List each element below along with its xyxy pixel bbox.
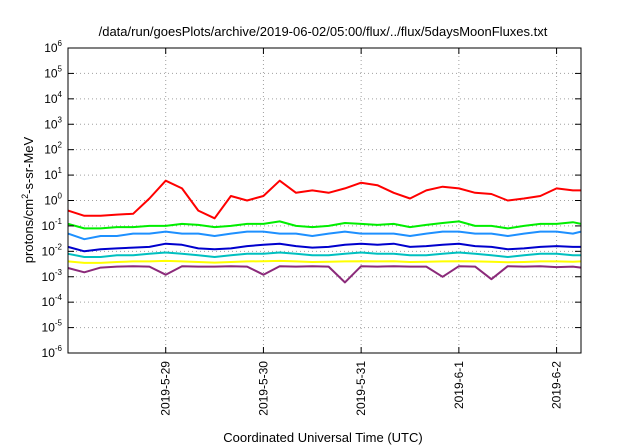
- y-tick-exp: 6: [58, 39, 63, 48]
- y-tick-label: 100: [44, 192, 62, 208]
- y-tick-label: 103: [44, 115, 62, 131]
- y-tick-exp: -3: [55, 268, 63, 277]
- ticks: 10-610-510-410-310-210-11001011021031041…: [42, 39, 581, 416]
- y-tick-base: 10: [42, 346, 56, 360]
- y-tick-base: 10: [44, 194, 58, 208]
- y-tick-exp: -4: [55, 293, 63, 302]
- y-tick-label: 10-5: [42, 319, 63, 335]
- y-tick-base: 10: [44, 41, 58, 55]
- y-axis-label-suffix: -s-sr-MeV: [21, 136, 36, 193]
- y-tick-base: 10: [42, 219, 56, 233]
- y-tick-base: 10: [42, 295, 56, 309]
- series-line-1: [67, 179, 581, 220]
- y-tick-label: 104: [44, 90, 62, 106]
- y-tick-label: 102: [44, 141, 62, 157]
- x-tick-label: 2019-5-29: [159, 361, 173, 416]
- y-tick-exp: 5: [58, 64, 63, 73]
- x-tick-label: 2019-6-1: [452, 361, 466, 409]
- grid: [68, 47, 581, 354]
- y-tick-exp: 2: [58, 141, 63, 150]
- y-tick-exp: 1: [58, 166, 63, 175]
- y-tick-label: 101: [44, 166, 62, 182]
- y-tick-base: 10: [42, 244, 56, 258]
- chart-title: /data/run/goesPlots/archive/2019-06-02/0…: [99, 24, 548, 39]
- y-tick-base: 10: [42, 321, 56, 335]
- y-tick-base: 10: [42, 270, 56, 284]
- x-tick-label: 2019-5-31: [354, 361, 368, 416]
- series-line-3: [67, 230, 582, 241]
- y-tick-base: 10: [44, 168, 58, 182]
- y-tick-exp: 4: [58, 90, 63, 99]
- x-axis-label: Coordinated Universal Time (UTC): [223, 430, 422, 445]
- y-tick-base: 10: [44, 143, 58, 157]
- series-line-6: [67, 259, 582, 264]
- y-tick-label: 10-4: [42, 293, 63, 309]
- y-tick-label: 10-6: [42, 344, 63, 360]
- series-line-7: [67, 265, 582, 284]
- x-tick-label: 2019-6-2: [550, 361, 564, 409]
- series-line-4: [67, 242, 581, 253]
- series-layer: [67, 179, 582, 284]
- y-axis-label-sup: 2: [20, 194, 30, 199]
- y-tick-exp: -2: [55, 242, 63, 251]
- y-tick-label: 10-1: [42, 217, 63, 233]
- series-line-2: [67, 220, 582, 230]
- y-axis-label: protons/cm2-s-sr-MeV: [20, 136, 36, 263]
- y-tick-label: 10-2: [42, 242, 63, 258]
- series-line-5: [67, 251, 581, 258]
- x-tick-label: 2019-5-30: [256, 361, 270, 416]
- y-axis-label-prefix: protons/cm: [21, 199, 36, 263]
- y-tick-exp: 3: [58, 115, 63, 124]
- y-tick-exp: 0: [58, 192, 63, 201]
- y-tick-exp: -5: [55, 319, 63, 328]
- y-tick-label: 10-3: [42, 268, 63, 284]
- y-tick-base: 10: [44, 92, 58, 106]
- y-tick-label: 105: [44, 64, 62, 80]
- y-tick-exp: -1: [55, 217, 63, 226]
- y-tick-exp: -6: [55, 344, 63, 353]
- y-tick-label: 106: [44, 39, 62, 55]
- y-tick-base: 10: [44, 66, 58, 80]
- y-tick-base: 10: [44, 117, 58, 131]
